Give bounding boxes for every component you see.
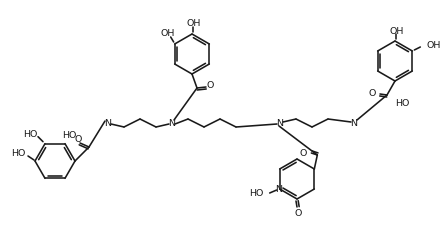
Text: O: O bbox=[368, 89, 376, 97]
Text: OH: OH bbox=[187, 19, 201, 29]
Text: N: N bbox=[104, 119, 112, 127]
Text: HO: HO bbox=[249, 189, 264, 199]
Text: O: O bbox=[294, 210, 302, 218]
Text: N: N bbox=[276, 119, 284, 127]
Text: HO: HO bbox=[23, 130, 37, 139]
Text: OH: OH bbox=[426, 42, 441, 50]
Text: N: N bbox=[168, 119, 176, 127]
Text: HO: HO bbox=[62, 132, 76, 140]
Text: OH: OH bbox=[390, 27, 404, 35]
Text: N: N bbox=[275, 185, 282, 195]
Text: HO: HO bbox=[395, 98, 409, 108]
Text: O: O bbox=[207, 81, 214, 91]
Text: OH: OH bbox=[160, 30, 175, 39]
Text: N: N bbox=[350, 119, 358, 127]
Text: O: O bbox=[300, 149, 307, 157]
Text: O: O bbox=[74, 136, 82, 144]
Text: HO: HO bbox=[11, 150, 25, 158]
